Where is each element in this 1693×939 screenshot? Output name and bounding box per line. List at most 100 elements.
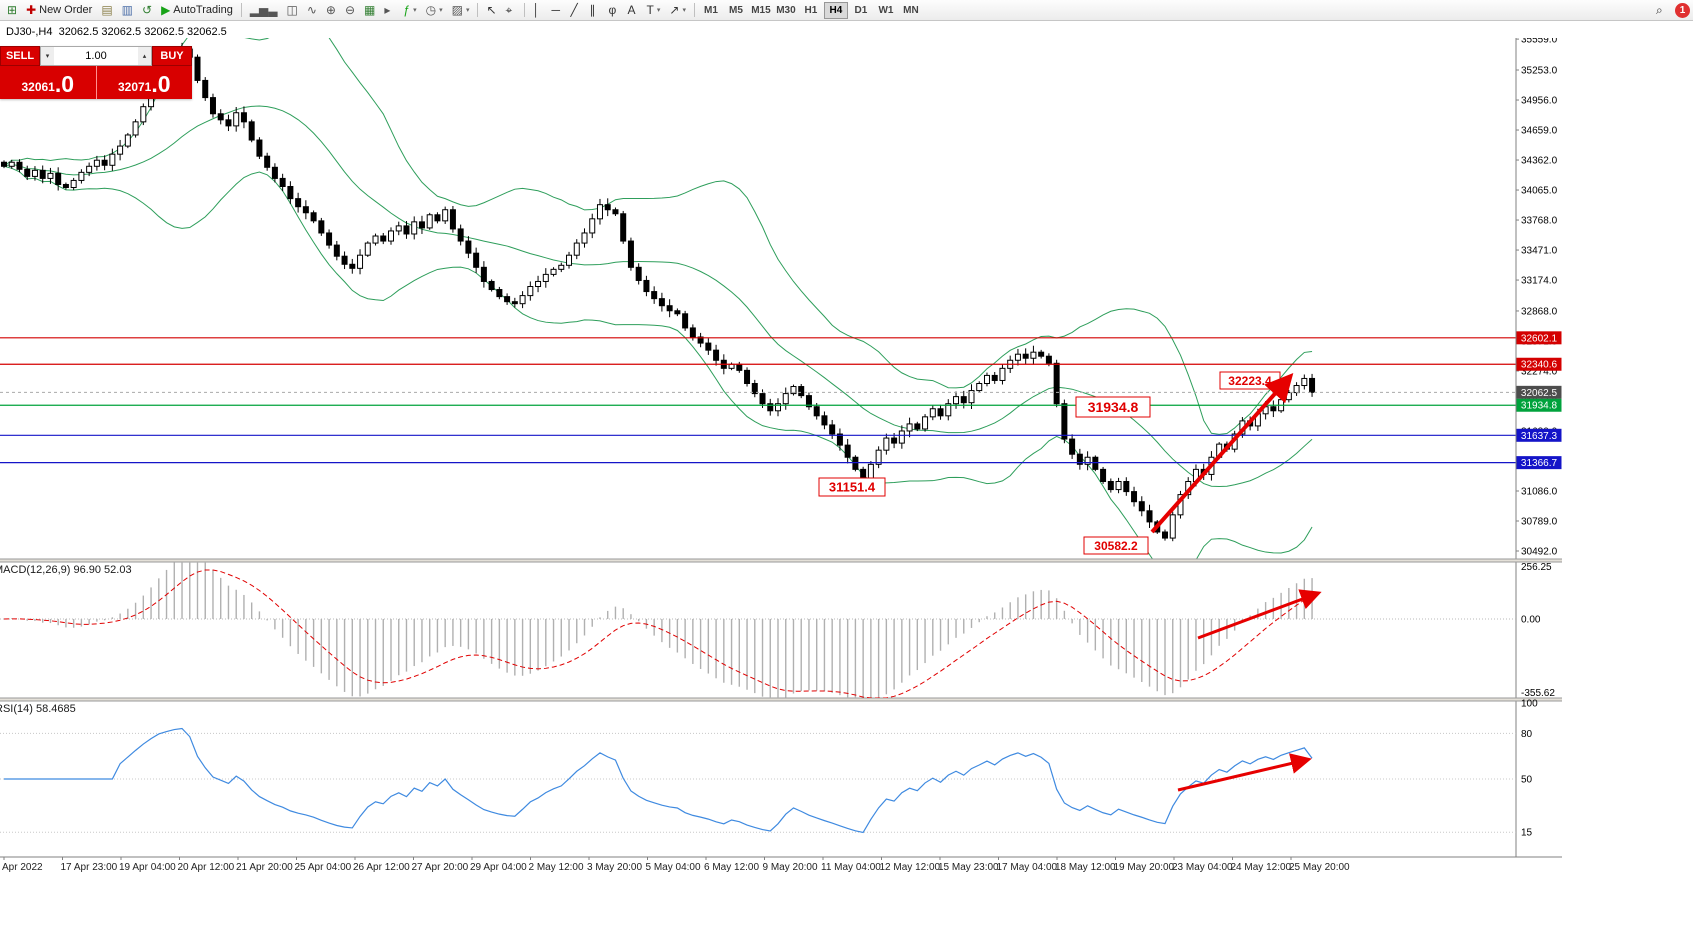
svg-text:34956.0: 34956.0 [1521,96,1558,107]
text-label-tool[interactable]: T ▾ [643,1,665,19]
trend-arrow-main[interactable] [1150,373,1294,534]
price-badge-31637.3: 31637.3 [1516,428,1562,442]
market-watch-icon: ▥ [121,3,133,17]
buy-price[interactable]: 32071.0 [96,66,192,99]
annotation-31151.4[interactable]: 31151.4 [818,477,886,497]
volume-down-icon[interactable]: ▾ [41,47,54,65]
buy-price-main: 32071 [117,80,152,95]
svg-text:32062.5: 32062.5 [1521,388,1558,399]
timeframe-m1[interactable]: M1 [699,2,723,19]
trend-arrow-macd[interactable] [1197,589,1322,640]
annotation-32223.4[interactable]: 32223.4 [1219,371,1281,390]
svg-text:18 May 12:00: 18 May 12:00 [1055,862,1116,873]
macd-axis-label: 0.00 [1521,614,1541,625]
tile-windows[interactable]: ▦ [360,1,379,19]
annotation-31934.8[interactable]: 31934.8 [1075,396,1151,418]
fibonacci-tool[interactable]: φ [605,1,623,19]
equidistant-channel-tool[interactable]: ∥ [586,1,604,19]
svg-text:32223.4: 32223.4 [1228,374,1272,388]
svg-text:15 May 23:00: 15 May 23:00 [938,862,999,873]
price-badge-32340.6: 32340.6 [1516,357,1562,371]
svg-text:32340.6: 32340.6 [1521,360,1558,371]
svg-text:31366.7: 31366.7 [1521,458,1558,469]
svg-text:30789.0: 30789.0 [1521,516,1558,527]
annotation-30582.2[interactable]: 30582.2 [1083,536,1149,555]
notifications-badge[interactable]: 1 [1675,2,1690,18]
vertical-line-tool[interactable]: │ [529,1,547,19]
crosshair-tool-icon: ⌖ [505,3,513,17]
indicators[interactable]: ƒ ▾ [399,1,420,19]
timeframe-h4[interactable]: H4 [823,1,848,19]
search-icon: ⌕ [1656,3,1663,17]
volume-up-icon[interactable]: ▴ [138,47,151,65]
zoom-in[interactable]: ⊕ [322,1,340,19]
horizontal-line-tool-icon: ─ [551,3,561,17]
bar-chart-mode[interactable]: ▂▅▃ [246,1,282,19]
chart-shift[interactable]: ▤ [97,1,116,19]
volume-value[interactable]: 1.00 [85,50,107,62]
volume-field: ▾ 1.00 ▴ [40,46,152,66]
cursor-tool[interactable]: ↖ [482,1,500,19]
horizontal-line-tool[interactable]: ─ [548,1,566,19]
svg-text:29 Apr 04:00: 29 Apr 04:00 [470,862,527,873]
timeframes-menu-icon: ◷ [425,3,437,17]
chart-canvas: 35559.0 35253.0 34956.0 34659.0 34362.0 34065… [0,38,1562,873]
candlestick-series [1,42,1316,542]
text-tool[interactable]: A [624,1,642,19]
crosshair-tool[interactable]: ⌖ [502,1,520,19]
templates[interactable]: ▨ ▾ [448,1,474,19]
autotrading[interactable]: ▶ AutoTrading [157,1,237,19]
svg-text:17 May 04:00: 17 May 04:00 [997,862,1058,873]
trend-arrow-rsi[interactable] [1177,753,1312,792]
zoom-out-icon: ⊖ [344,3,356,17]
trendline-tool[interactable]: ╱ [567,1,585,19]
new-order[interactable]: ✚ New Order [22,1,96,19]
timeframes-menu[interactable]: ◷ ▾ [422,1,447,19]
vertical-line-tool-icon: │ [532,3,541,17]
svg-text:34362.0: 34362.0 [1521,156,1558,167]
new-chart-icon: ⊞ [7,3,18,17]
macd-axis-label: 256.25 [1521,562,1552,573]
market-watch[interactable]: ▥ [118,1,137,19]
svg-text:32602.1: 32602.1 [1521,333,1558,344]
timeframe-w1[interactable]: W1 [874,2,898,19]
indicators-icon: ƒ [403,3,411,17]
autotrading-icon: ▶ [161,3,171,17]
new-chart[interactable]: ⊞ [3,1,21,19]
svg-text:34659.0: 34659.0 [1521,126,1558,137]
timeframe-d1[interactable]: D1 [849,2,873,19]
navigator[interactable]: ↺ [138,1,156,19]
svg-text:32868.0: 32868.0 [1521,306,1558,317]
svg-text:33768.0: 33768.0 [1521,216,1558,227]
svg-text:30492.0: 30492.0 [1521,547,1558,558]
timeframe-m5[interactable]: M5 [724,2,748,19]
svg-text:35253.0: 35253.0 [1521,66,1558,77]
svg-text:3 May 20:00: 3 May 20:00 [587,862,642,873]
sell-price-big: .0 [54,71,75,97]
line-chart-mode[interactable]: ∿ [303,1,321,19]
trade-panel-header: SELL ▾ 1.00 ▴ BUY [0,46,192,66]
timeframe-h1[interactable]: H1 [799,2,823,19]
svg-text:33174.0: 33174.0 [1521,276,1558,287]
trendline-tool-icon: ╱ [570,3,578,17]
svg-text:25 May 20:00: 25 May 20:00 [1289,862,1350,873]
buy-button[interactable]: BUY [152,46,192,66]
price-badge-32602.1: 32602.1 [1516,331,1562,345]
sell-price[interactable]: 32061.0 [0,66,97,99]
svg-text:17 Apr 23:00: 17 Apr 23:00 [61,862,118,873]
panel-separator[interactable] [0,558,1562,563]
candlestick-mode[interactable]: ◫ [283,1,302,19]
timeframe-mn[interactable]: MN [899,2,923,19]
auto-scroll[interactable]: ▸ [380,1,398,19]
timeframe-m30[interactable]: M30 [774,2,798,19]
timeframe-m15[interactable]: M15 [749,2,773,19]
panel-separator[interactable] [0,697,1562,702]
rsi-line [4,727,1313,834]
search[interactable]: ⌕ [1652,1,1670,19]
rsi-label: RSI(14) 58.4685 [0,703,76,715]
sell-button[interactable]: SELL [0,46,40,66]
zoom-out[interactable]: ⊖ [341,1,359,19]
buy-price-big: .0 [151,71,171,97]
arrows-tool[interactable]: ↗ ▾ [665,1,690,19]
dropdown-caret-icon: ▾ [465,7,470,14]
